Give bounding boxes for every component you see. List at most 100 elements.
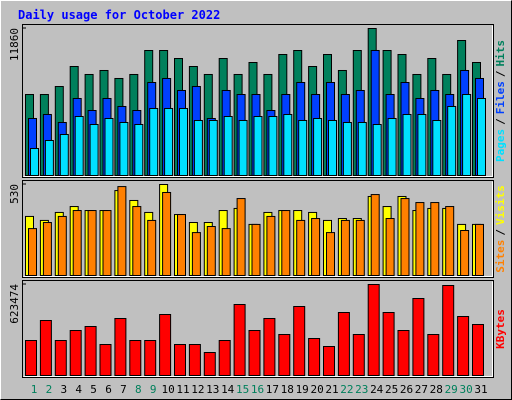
bar <box>42 222 52 276</box>
bar <box>402 113 412 176</box>
bar <box>308 337 321 376</box>
bar <box>447 105 457 176</box>
bar <box>72 210 82 276</box>
bar <box>430 202 440 276</box>
bar <box>114 317 127 377</box>
bar <box>328 119 337 177</box>
bar <box>223 116 233 176</box>
bar <box>311 218 321 277</box>
bar <box>54 339 67 376</box>
bar <box>475 223 484 276</box>
bar <box>281 210 291 276</box>
bar <box>117 186 127 277</box>
legend-entry: Visits <box>494 185 507 225</box>
x-tick-label: 16 <box>251 383 264 396</box>
x-tick-label: 24 <box>370 383 384 396</box>
legend-entry: Sites <box>494 240 507 273</box>
bar <box>266 215 276 276</box>
bar <box>248 329 261 377</box>
x-tick-label: 25 <box>385 383 398 396</box>
legend-entry: KBytes <box>494 309 507 349</box>
bar <box>400 198 410 276</box>
bar <box>340 219 350 276</box>
x-tick-label: 19 <box>296 383 309 396</box>
bar <box>174 343 186 376</box>
bar <box>149 107 159 176</box>
x-tick-label: 27 <box>415 383 428 396</box>
bar <box>462 94 472 176</box>
bar <box>278 333 291 377</box>
bar <box>144 339 157 376</box>
bar <box>84 325 97 377</box>
bar <box>129 339 142 376</box>
bar <box>206 226 216 277</box>
bar <box>367 284 380 376</box>
legend-separator: / <box>494 118 507 125</box>
bar <box>104 117 114 176</box>
bar <box>313 117 323 176</box>
bar <box>417 113 427 176</box>
x-tick-label: 4 <box>75 383 82 396</box>
bar <box>44 139 54 176</box>
bar <box>147 219 157 276</box>
bar <box>89 124 99 176</box>
x-tick-label: 15 <box>236 383 249 396</box>
bar <box>188 343 201 376</box>
x-tick-label: 2 <box>46 383 53 396</box>
legend-entry: Files <box>494 81 507 114</box>
bar <box>293 305 306 376</box>
bar <box>298 119 308 177</box>
x-tick-label: 31 <box>474 383 487 396</box>
x-tick-label: 3 <box>60 383 67 396</box>
bar <box>59 133 69 177</box>
y-max-label: 530 <box>8 184 21 204</box>
x-tick-label: 26 <box>400 383 413 396</box>
bar <box>427 333 440 377</box>
x-tick-label: 22 <box>340 383 353 396</box>
bar <box>412 297 425 376</box>
x-tick-label: 11 <box>176 383 189 396</box>
bar <box>164 107 174 176</box>
x-tick-label: 8 <box>135 383 142 396</box>
x-tick-label: 12 <box>191 383 204 396</box>
bar <box>119 121 129 177</box>
bar <box>382 311 395 376</box>
y-max-label: 623474 <box>8 284 21 324</box>
y-max-label: 11860 <box>8 28 21 61</box>
bar <box>159 313 172 376</box>
bar <box>238 119 248 177</box>
bar <box>397 329 410 377</box>
bar <box>460 230 470 276</box>
bar <box>477 97 486 176</box>
bar <box>296 219 306 276</box>
bar <box>472 323 484 377</box>
bar <box>236 198 246 276</box>
bar <box>253 116 263 176</box>
legend-entry: Pages <box>494 129 507 162</box>
bar <box>445 206 455 277</box>
bar <box>87 210 97 276</box>
bar <box>203 351 216 376</box>
bar <box>357 121 367 177</box>
x-tick-label: 6 <box>105 383 112 396</box>
bar <box>372 124 382 176</box>
x-tick-label: 5 <box>90 383 97 396</box>
bar <box>162 191 172 276</box>
bar <box>387 117 397 176</box>
x-tick-label: 18 <box>281 383 294 396</box>
bar <box>74 116 84 176</box>
bar <box>134 124 144 176</box>
bar <box>57 215 67 276</box>
bar <box>177 214 186 276</box>
bar <box>208 119 218 177</box>
bar <box>191 232 201 277</box>
x-tick-label: 28 <box>430 383 443 396</box>
bar <box>385 218 395 277</box>
bar <box>28 228 37 276</box>
chart-title: Daily usage for October 2022 <box>18 8 220 22</box>
legend: Sites / Visits <box>494 185 507 273</box>
bar <box>39 319 52 377</box>
x-tick-label: 10 <box>161 383 174 396</box>
